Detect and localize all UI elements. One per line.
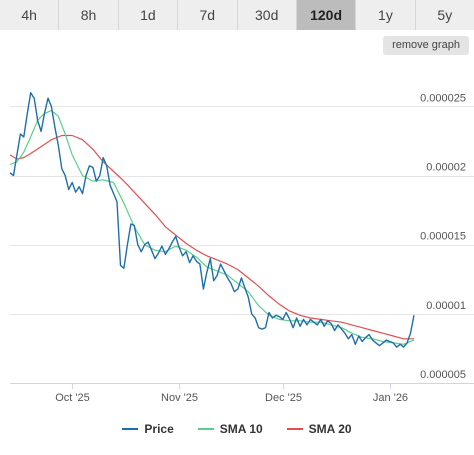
tab-5y[interactable]: 5y [415,0,474,30]
chart-legend: Price SMA 10 SMA 20 [0,420,474,438]
y-tick-label: 0.000005 [420,369,466,381]
legend-swatch-price [122,428,139,430]
sma-20-line[interactable] [9,134,414,340]
legend-label-sma-20: SMA 20 [308,422,352,436]
tab-30d[interactable]: 30d [237,0,297,30]
timeframe-tabs: 4h 8h 1d 7d 30d 120d 1y 5y [0,0,474,30]
tab-120d[interactable]: 120d [296,0,357,30]
y-tick-label: 0.000015 [420,231,466,243]
y-axis-labels: 0.000005 0.00001 0.000015 0.00002 0.000025 [420,92,466,381]
legend-label-sma-10: SMA 10 [219,422,263,436]
price-chart: 0.000005 0.00001 0.000015 0.00002 0.000025 O… [9,92,474,404]
tab-1d[interactable]: 1d [118,0,179,30]
legend-swatch-sma-20 [286,428,303,430]
remove-graph-button[interactable]: remove graph [383,36,469,55]
x-tick-label: Oct '25 [55,392,90,404]
sma-10-line[interactable] [9,110,415,345]
legend-label-price: Price [144,422,174,436]
x-tick-label: Jan '26 [373,392,408,404]
price-line[interactable] [9,92,415,348]
legend-item-sma-20[interactable]: SMA 20 [286,420,352,438]
legend-swatch-sma-10 [197,428,214,430]
x-tick-label: Nov '25 [161,392,198,404]
y-tick-label: 0.00001 [426,300,466,312]
legend-item-price[interactable]: Price [122,420,174,438]
series-layer [9,92,415,348]
tab-7d[interactable]: 7d [178,0,238,30]
tab-1y[interactable]: 1y [356,0,416,30]
y-tick-label: 0.000025 [420,92,466,104]
tab-4h[interactable]: 4h [0,0,60,30]
tab-8h[interactable]: 8h [59,0,119,30]
x-tick-label: Dec '25 [265,392,302,404]
grid-layer [10,106,474,389]
legend-item-sma-10[interactable]: SMA 10 [197,420,263,438]
y-tick-label: 0.00002 [426,162,466,174]
x-axis-labels: Oct '25 Nov '25 Dec '25 Jan '26 [55,392,408,404]
